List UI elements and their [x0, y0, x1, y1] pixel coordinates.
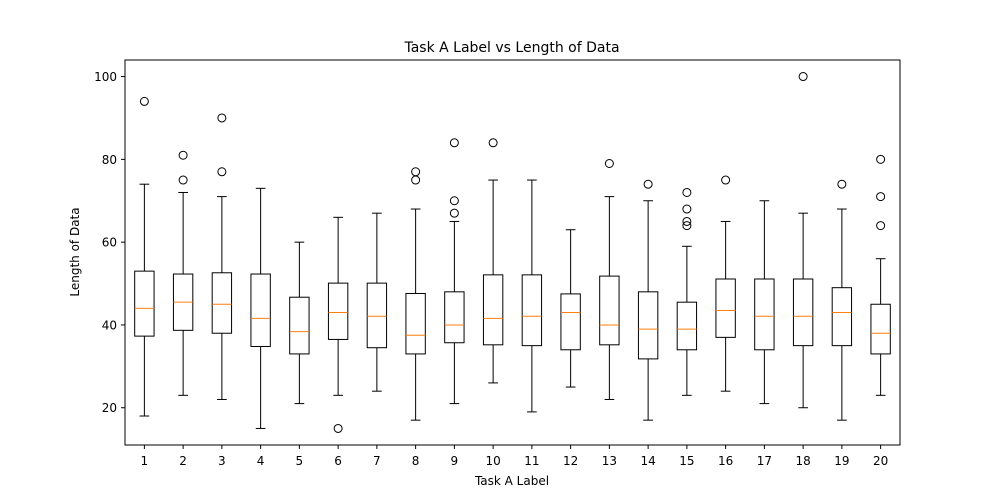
plot-frame: [124, 59, 901, 446]
x-tick-label: 4: [257, 454, 265, 468]
outlier-point: [604, 158, 614, 168]
box: [366, 282, 388, 349]
outlier-point: [449, 208, 459, 218]
outlier-point: [876, 192, 886, 202]
box: [676, 301, 698, 351]
box: [289, 296, 310, 355]
x-tick-label: 5: [296, 454, 304, 468]
box: [250, 273, 271, 347]
x-tick-label: 11: [524, 454, 539, 468]
outlier-point: [411, 167, 421, 177]
outlier-point: [682, 221, 692, 231]
box: [521, 274, 543, 347]
outlier-point: [449, 196, 459, 206]
box: [482, 274, 504, 346]
chart-title: Task A Label vs Length of Data: [403, 40, 619, 56]
box: [327, 282, 349, 340]
x-tick-label: 19: [834, 454, 849, 468]
outlier-point: [876, 154, 886, 164]
box: [870, 303, 891, 355]
outlier-point: [488, 138, 498, 148]
box: [134, 270, 155, 337]
x-tick-label: 9: [451, 454, 459, 468]
outlier-point: [643, 179, 653, 189]
y-tick-label: 20: [102, 401, 117, 415]
box: [792, 278, 814, 347]
outlier-point: [721, 175, 731, 185]
outlier-point: [449, 138, 459, 148]
outlier-point: [217, 167, 227, 177]
y-tick-label: 60: [102, 236, 117, 250]
outlier-point: [139, 96, 149, 106]
x-tick-label: 8: [412, 454, 420, 468]
x-tick-label: 20: [873, 454, 888, 468]
box: [715, 278, 736, 338]
y-tick-label: 40: [102, 318, 117, 332]
outlier-point: [682, 204, 692, 214]
outlier-point: [876, 221, 886, 231]
y-tick-label: 80: [102, 153, 117, 167]
y-tick-label: 100: [94, 70, 117, 84]
x-axis-label: Task A Label: [474, 474, 549, 488]
box: [211, 272, 233, 334]
outlier-point: [798, 72, 808, 82]
x-tick-label: 10: [485, 454, 500, 468]
x-tick-label: 6: [334, 454, 342, 468]
x-tick-label: 3: [218, 454, 226, 468]
outlier-point: [333, 423, 343, 433]
outlier-point: [682, 216, 692, 226]
x-tick-label: 7: [373, 454, 381, 468]
box: [405, 292, 426, 355]
box: [637, 291, 659, 360]
outlier-point: [411, 175, 421, 185]
outlier-point: [217, 113, 227, 123]
x-tick-label: 16: [718, 454, 733, 468]
outlier-point: [178, 175, 188, 185]
box: [444, 291, 465, 344]
box: [831, 287, 853, 347]
outlier-point: [682, 187, 692, 197]
x-tick-label: 12: [563, 454, 578, 468]
box: [754, 278, 775, 351]
outlier-point: [178, 150, 188, 160]
outlier-point: [837, 179, 847, 189]
x-tick-label: 15: [679, 454, 694, 468]
box: [599, 275, 620, 346]
x-tick-label: 13: [602, 454, 617, 468]
y-axis-label: Length of Data: [68, 207, 82, 296]
x-tick-label: 2: [179, 454, 187, 468]
box: [560, 293, 581, 351]
x-tick-label: 17: [757, 454, 772, 468]
x-tick-label: 1: [141, 454, 149, 468]
x-tick-label: 14: [640, 454, 655, 468]
x-tick-label: 18: [795, 454, 810, 468]
